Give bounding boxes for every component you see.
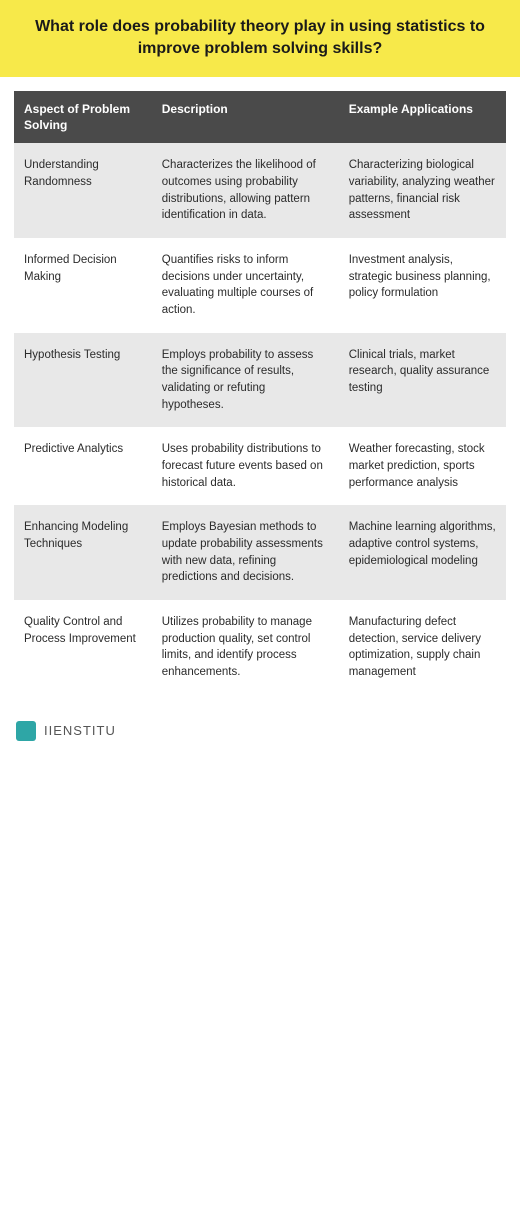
col-header-description: Description — [152, 91, 339, 143]
table-container: Aspect of Problem Solving Description Ex… — [0, 77, 520, 709]
cell-aspect: Quality Control and Process Improvement — [14, 600, 152, 695]
cell-aspect: Informed Decision Making — [14, 238, 152, 333]
brand-name: IIENSTITU — [44, 723, 116, 738]
cell-examples: Weather forecasting, stock market predic… — [339, 427, 506, 505]
cell-description: Uses probability distributions to foreca… — [152, 427, 339, 505]
col-header-examples: Example Applications — [339, 91, 506, 143]
brand-logo-icon — [16, 721, 36, 741]
table-row: Informed Decision Making Quantifies risk… — [14, 238, 506, 333]
cell-description: Employs probability to assess the signif… — [152, 333, 339, 428]
cell-examples: Investment analysis, strategic business … — [339, 238, 506, 333]
table-header-row: Aspect of Problem Solving Description Ex… — [14, 91, 506, 143]
cell-description: Characterizes the likelihood of outcomes… — [152, 143, 339, 238]
table-row: Predictive Analytics Uses probability di… — [14, 427, 506, 505]
table-row: Understanding Randomness Characterizes t… — [14, 143, 506, 238]
col-header-aspect: Aspect of Problem Solving — [14, 91, 152, 143]
table-row: Enhancing Modeling Techniques Employs Ba… — [14, 505, 506, 600]
cell-examples: Clinical trials, market research, qualit… — [339, 333, 506, 428]
cell-aspect: Hypothesis Testing — [14, 333, 152, 428]
cell-description: Quantifies risks to inform decisions und… — [152, 238, 339, 333]
cell-examples: Manufacturing defect detection, service … — [339, 600, 506, 695]
cell-examples: Characterizing biological variability, a… — [339, 143, 506, 238]
cell-aspect: Predictive Analytics — [14, 427, 152, 505]
cell-examples: Machine learning algorithms, adaptive co… — [339, 505, 506, 600]
header-banner: What role does probability theory play i… — [0, 0, 520, 77]
cell-aspect: Understanding Randomness — [14, 143, 152, 238]
cell-aspect: Enhancing Modeling Techniques — [14, 505, 152, 600]
page-title: What role does probability theory play i… — [22, 16, 498, 61]
table-row: Hypothesis Testing Employs probability t… — [14, 333, 506, 428]
table-row: Quality Control and Process Improvement … — [14, 600, 506, 695]
footer: IIENSTITU — [0, 709, 520, 759]
cell-description: Employs Bayesian methods to update proba… — [152, 505, 339, 600]
probability-table: Aspect of Problem Solving Description Ex… — [14, 91, 506, 695]
cell-description: Utilizes probability to manage productio… — [152, 600, 339, 695]
